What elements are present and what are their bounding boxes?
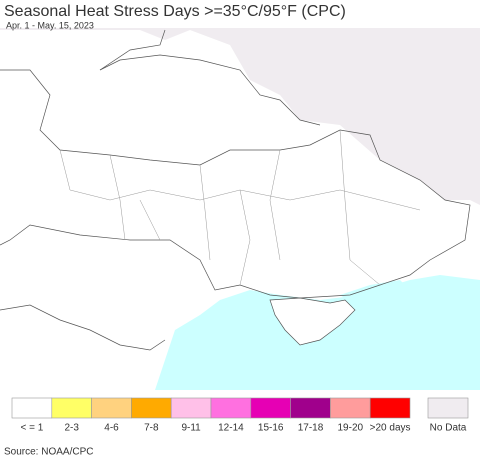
- subtitle: Apr. 1 - May. 15, 2023: [6, 20, 94, 30]
- legend-label: 7-8: [144, 423, 159, 434]
- legend-label: 19-20: [338, 423, 364, 434]
- map-area: [0, 28, 480, 390]
- legend-label: 2-3: [64, 423, 79, 434]
- country-border: [99, 29, 166, 71]
- azov-sea: [340, 280, 410, 305]
- country-border: [99, 54, 321, 126]
- legend-swatch: [250, 397, 291, 419]
- legend-label: 9-11: [181, 423, 201, 434]
- legend-swatch: [91, 397, 132, 419]
- source: Source: NOAA/CPC: [4, 447, 93, 458]
- legend-label: < = 1: [20, 423, 43, 434]
- legend-label: >20 days: [370, 423, 411, 434]
- legend-swatch: [131, 397, 172, 419]
- crimea: [269, 297, 356, 346]
- legend-label: 4-6: [104, 423, 119, 434]
- legend-label: 17-18: [298, 423, 324, 434]
- legend-swatch: [330, 397, 371, 419]
- legend-label: No Data: [430, 423, 467, 434]
- country-border: [0, 304, 166, 351]
- legend-swatch: [210, 397, 252, 419]
- legend-swatch: [290, 397, 331, 419]
- legend-swatch: [170, 397, 212, 419]
- legend-label: 12-14: [218, 423, 244, 434]
- title: Seasonal Heat Stress Days >=35°C/95°F (C…: [4, 3, 346, 20]
- legend-swatch: [11, 397, 53, 419]
- legend-swatch: [369, 397, 411, 419]
- legend-label: 15-16: [258, 423, 284, 434]
- country-border: [0, 69, 471, 299]
- legend-swatch: [51, 397, 92, 419]
- legend-swatch: [427, 397, 469, 419]
- region-border: [59, 129, 421, 286]
